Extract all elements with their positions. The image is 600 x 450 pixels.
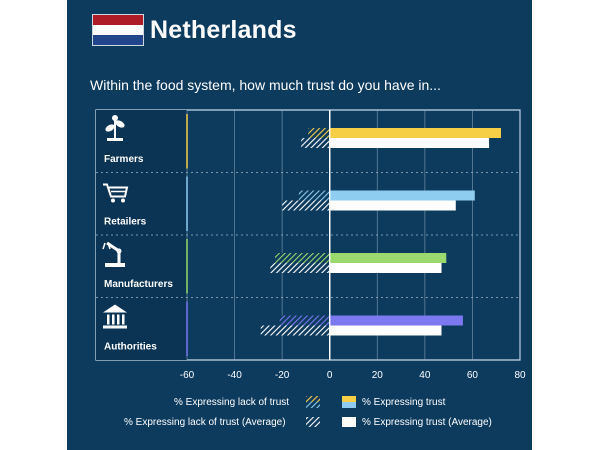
government-building-icon [103,304,127,329]
netherlands-flag-icon [92,14,144,46]
bar-trust-avg-0 [329,138,490,148]
bar-lack-avg-2 [270,263,330,273]
bar-trust-3 [329,315,463,326]
bar-lack-avg-3 [260,325,330,336]
bar-lack-avg-0 [301,138,330,148]
x-tick-label-3: 0 [327,370,333,381]
bar-lack-1 [298,190,330,201]
farmer-plant-icon [105,115,125,141]
chart-subtitle: Within the food system, how much trust d… [90,77,441,93]
shopping-cart-icon [103,183,129,203]
bar-trust-2 [329,253,447,263]
legend-lack-label: % Expressing lack of trust [174,397,290,408]
x-tick-label-7: 80 [514,370,526,381]
legend-trust-avg-label: % Expressing trust (Average) [362,417,492,428]
x-tick-label-6: 60 [467,370,479,381]
page-title: Netherlands [150,15,297,44]
legend-lack-avg-swatch [306,417,320,427]
legend-lack-swatch [306,396,320,408]
category-label-1: Retailers [104,217,147,228]
legend-lack-avg-label: % Expressing lack of trust (Average) [124,417,286,428]
category-label-2: Manufacturers [104,279,173,290]
x-tick-label-5: 40 [419,370,431,381]
legend-trust-swatch [342,396,356,408]
bar-lack-0 [308,128,330,138]
bar-lack-2 [275,253,330,263]
legend-trust-label: % Expressing trust [362,397,446,408]
bar-lack-3 [279,315,330,326]
bar-trust-avg-2 [329,263,442,273]
bar-lack-avg-1 [282,200,330,211]
category-label-0: Farmers [104,154,144,165]
title-row: Netherlands [92,12,297,48]
x-tick-label-1: -40 [227,370,242,381]
x-tick-label-4: 20 [372,370,384,381]
x-tick-label-0: -60 [180,370,195,381]
legend-trust-avg-swatch [342,417,356,427]
bar-trust-avg-1 [329,200,456,211]
category-label-3: Authorities [104,342,157,353]
x-tick-label-2: -20 [275,370,290,381]
factory-robot-arm-icon [102,241,125,267]
bar-trust-1 [329,190,475,201]
bar-trust-0 [329,128,501,138]
bar-trust-avg-3 [329,325,442,336]
